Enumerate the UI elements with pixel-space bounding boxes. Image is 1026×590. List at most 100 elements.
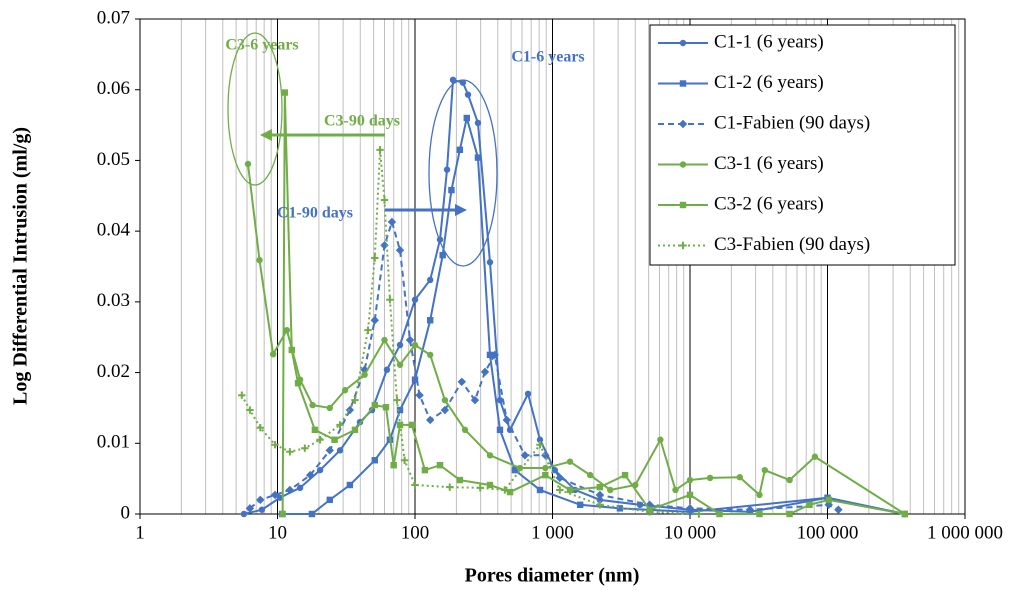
point [326, 496, 333, 504]
point [408, 421, 416, 429]
y-tick-label: 0.05 [97, 149, 130, 170]
point [811, 453, 819, 460]
point [448, 186, 455, 194]
point [436, 462, 444, 469]
legend-marker [679, 241, 687, 250]
x-tick-label: 100 [401, 522, 430, 543]
point [269, 350, 277, 358]
point [400, 456, 409, 464]
point [476, 484, 484, 492]
legend-label: C3-1 (6 years) [714, 153, 824, 174]
annotation: C1-90 days [277, 205, 353, 222]
point [386, 296, 394, 304]
plot-area: 1 10 100 1 000 10 000 100 000 1 000 000 0 0.01 0.… [97, 7, 1003, 543]
y-tick-label: 0.06 [97, 78, 130, 99]
point [461, 426, 469, 434]
x-axis-title: Pores diameter (nm) [465, 565, 640, 587]
point [296, 484, 304, 492]
point [381, 336, 388, 344]
point [440, 405, 450, 415]
point [470, 395, 480, 405]
point [596, 483, 604, 491]
annotation: C3-90 days [324, 113, 400, 130]
point [595, 490, 605, 500]
point [382, 404, 390, 411]
point [371, 254, 379, 262]
point [686, 491, 694, 499]
legend-marker [679, 39, 687, 47]
point [421, 466, 429, 474]
point [286, 448, 294, 456]
point [686, 476, 694, 484]
point [806, 501, 813, 509]
point [555, 473, 564, 483]
y-tick-label: 0.04 [97, 220, 131, 241]
point [536, 436, 544, 443]
point [244, 160, 252, 168]
point [371, 457, 378, 464]
point [256, 256, 263, 264]
x-tick-label: 1 000 000 [927, 522, 1003, 543]
x-tick-label: 10 [268, 522, 287, 543]
point [536, 441, 544, 449]
point [331, 436, 338, 443]
point [351, 396, 359, 404]
annotation: C1-6 years [511, 49, 584, 66]
point [271, 441, 279, 449]
point [258, 506, 266, 513]
ellipse [227, 32, 283, 186]
point [501, 486, 509, 494]
ellipse [428, 79, 498, 267]
point [276, 494, 284, 501]
series-line [249, 218, 839, 511]
point [306, 470, 315, 480]
legend-marker [679, 201, 687, 209]
point [486, 259, 494, 266]
point [411, 376, 419, 383]
point [279, 510, 286, 518]
point [645, 508, 654, 516]
point [459, 79, 467, 86]
arrow-head [260, 129, 272, 141]
point [411, 341, 419, 349]
y-axis-title: Log Differential Intrusion (ml/g) [10, 127, 32, 405]
point [474, 154, 482, 161]
point [364, 326, 372, 334]
point [596, 496, 604, 504]
point [542, 471, 549, 479]
point [326, 404, 333, 412]
arrow-head [455, 204, 467, 216]
legend-marker [679, 161, 687, 168]
point [486, 481, 494, 489]
point [457, 377, 467, 386]
point [786, 476, 793, 484]
point [336, 447, 344, 454]
point [294, 379, 302, 387]
point [383, 366, 391, 373]
point [411, 296, 419, 303]
point [506, 488, 514, 496]
point [825, 496, 832, 504]
point [336, 421, 344, 429]
point [901, 510, 909, 518]
legend-label: C1-2 (6 years) [714, 72, 824, 93]
point [695, 510, 703, 518]
point [706, 474, 714, 482]
y-tick-label: 0.03 [97, 290, 130, 311]
point [316, 436, 324, 444]
point [411, 481, 419, 489]
point [396, 361, 404, 368]
point [536, 486, 544, 494]
point [446, 483, 454, 491]
point [490, 350, 499, 360]
point [309, 401, 316, 409]
point [395, 246, 405, 255]
point [380, 196, 389, 204]
point [390, 462, 397, 469]
y-tick-label: 0 [121, 502, 131, 523]
point [616, 505, 624, 512]
point [439, 251, 446, 259]
point [256, 495, 265, 505]
point [246, 406, 254, 414]
point [520, 451, 530, 460]
